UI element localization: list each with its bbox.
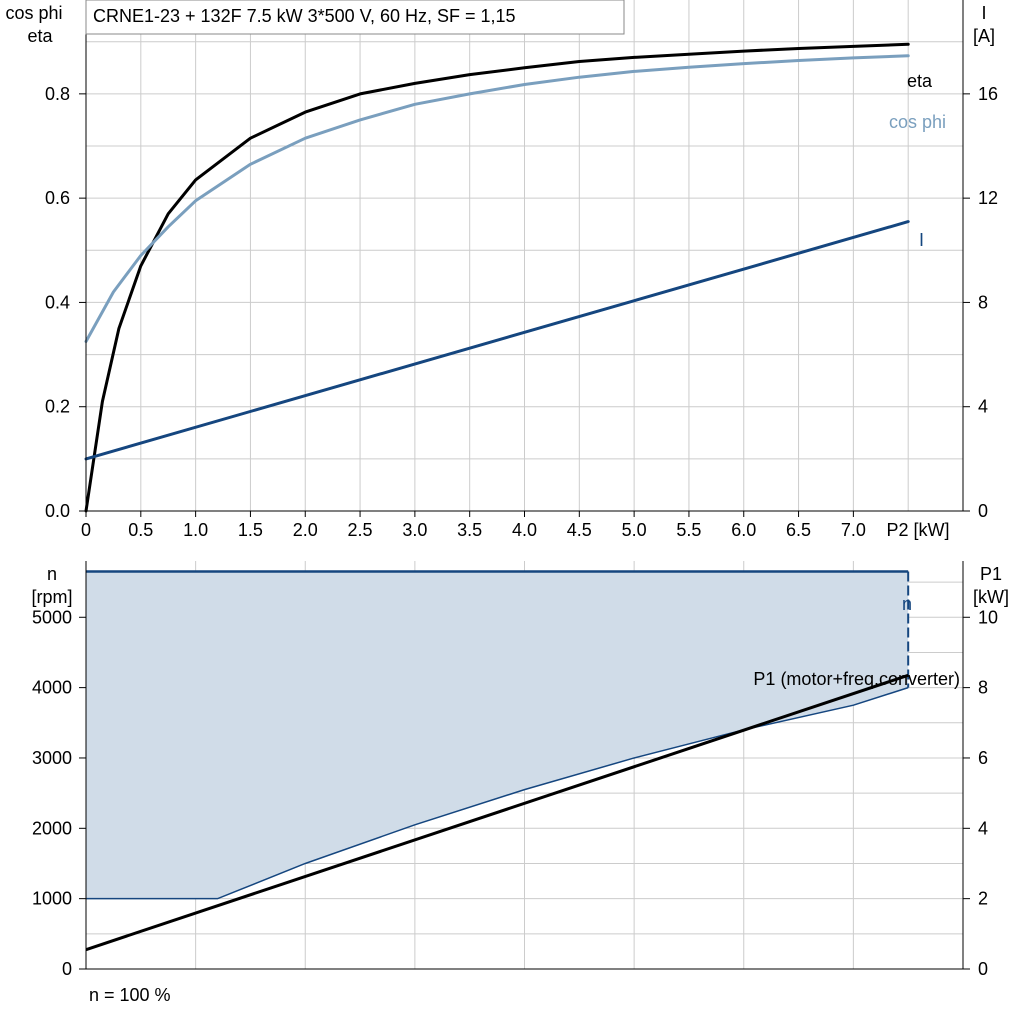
top-left-tick-label: 0.0 <box>45 501 70 521</box>
top-tick-labels: 0.0 0.2 0.4 0.6 0.8 0 4 8 12 16 0 0.5 1.0 1.5 2.0 2.5 3.… <box>45 84 998 540</box>
min-speed-boundary-line <box>86 686 909 900</box>
top-left-tick-label: 0.8 <box>45 84 70 104</box>
bottom-left-tick-label: 4000 <box>32 678 72 698</box>
x-axis-label: P2 [kW] <box>886 520 949 540</box>
top-series <box>84 42 910 513</box>
bottom-left-axis-label-1: n <box>47 564 57 584</box>
x-tick-label: 0 <box>81 520 91 540</box>
top-axes <box>79 0 970 517</box>
top-left-tick-label: 0.4 <box>45 292 70 312</box>
series-label-cos-phi: cos phi <box>889 112 946 132</box>
bottom-left-tick-label: 5000 <box>32 607 72 627</box>
bottom-right-tick-label: 4 <box>978 818 988 838</box>
x-tick-label: 5.0 <box>622 520 647 540</box>
x-tick-label: 7.0 <box>841 520 866 540</box>
series-label-eta: eta <box>907 71 933 91</box>
bottom-left-tick-label: 1000 <box>32 889 72 909</box>
top-left-axis-label-2: eta <box>27 26 53 46</box>
current-line <box>84 220 910 461</box>
x-tick-label: 6.5 <box>786 520 811 540</box>
p1-line <box>85 673 909 952</box>
bottom-left-tick-label: 3000 <box>32 748 72 768</box>
top-grid <box>86 0 963 511</box>
top-right-tick-label: 4 <box>978 397 988 417</box>
bottom-chart: 0 1000 2000 3000 4000 5000 0 2 4 6 8 10 n [rpm] P1 … <box>31 561 1009 1005</box>
operating-range-fill <box>86 571 909 899</box>
x-tick-label: 3.5 <box>457 520 482 540</box>
top-right-tick-label: 12 <box>978 188 998 208</box>
bottom-left-tick-label: 2000 <box>32 818 72 838</box>
bottom-right-tick-label: 0 <box>978 959 988 979</box>
bottom-right-tick-label: 10 <box>978 607 998 627</box>
series-label-p1: P1 (motor+freq.converter) <box>753 669 960 689</box>
x-tick-label: 0.5 <box>128 520 153 540</box>
x-tick-label: 2.0 <box>293 520 318 540</box>
x-tick-label: 3.0 <box>402 520 427 540</box>
top-left-axis-label-1: cos phi <box>5 3 62 23</box>
bottom-right-tick-label: 8 <box>978 678 988 698</box>
bottom-right-axis-label-2: [kW] <box>973 587 1009 607</box>
series-label-current: I <box>919 230 924 250</box>
bottom-series <box>85 570 910 952</box>
x-tick-label: 1.0 <box>183 520 208 540</box>
bottom-tick-labels: 0 1000 2000 3000 4000 5000 0 2 4 6 8 10 <box>32 607 998 979</box>
top-right-tick-label: 8 <box>978 292 988 312</box>
bottom-axes <box>79 561 970 970</box>
footer-note: n = 100 % <box>89 985 171 1005</box>
chart-title: CRNE1-23 + 132F 7.5 kW 3*500 V, 60 Hz, S… <box>93 6 516 26</box>
bottom-right-tick-label: 2 <box>978 889 988 909</box>
top-right-axis-label-2: [A] <box>973 26 995 46</box>
top-right-tick-label: 16 <box>978 84 998 104</box>
eta-line <box>84 42 910 513</box>
operating-area <box>86 571 909 899</box>
x-tick-label: 1.5 <box>238 520 263 540</box>
x-tick-label: 2.5 <box>348 520 373 540</box>
bottom-right-axis-label-1: P1 <box>980 564 1002 584</box>
x-tick-label: 4.0 <box>512 520 537 540</box>
bottom-left-axis-label-2: [rpm] <box>31 587 72 607</box>
top-right-axis-label-1: I <box>981 3 986 23</box>
top-left-tick-label: 0.2 <box>45 397 70 417</box>
cos-phi-line <box>84 54 910 343</box>
x-tick-label: 6.0 <box>731 520 756 540</box>
series-label-n: n <box>902 594 912 614</box>
top-right-tick-label: 0 <box>978 501 988 521</box>
top-chart: 0.0 0.2 0.4 0.6 0.8 0 4 8 12 16 0 0.5 1.0 1.5 2.0 2.5 3.… <box>5 0 998 540</box>
x-tick-label: 5.5 <box>676 520 701 540</box>
bottom-right-tick-label: 6 <box>978 748 988 768</box>
bottom-left-tick-label: 0 <box>62 959 72 979</box>
title-box <box>85 0 625 35</box>
top-left-tick-label: 0.6 <box>45 188 70 208</box>
x-tick-label: 4.5 <box>567 520 592 540</box>
